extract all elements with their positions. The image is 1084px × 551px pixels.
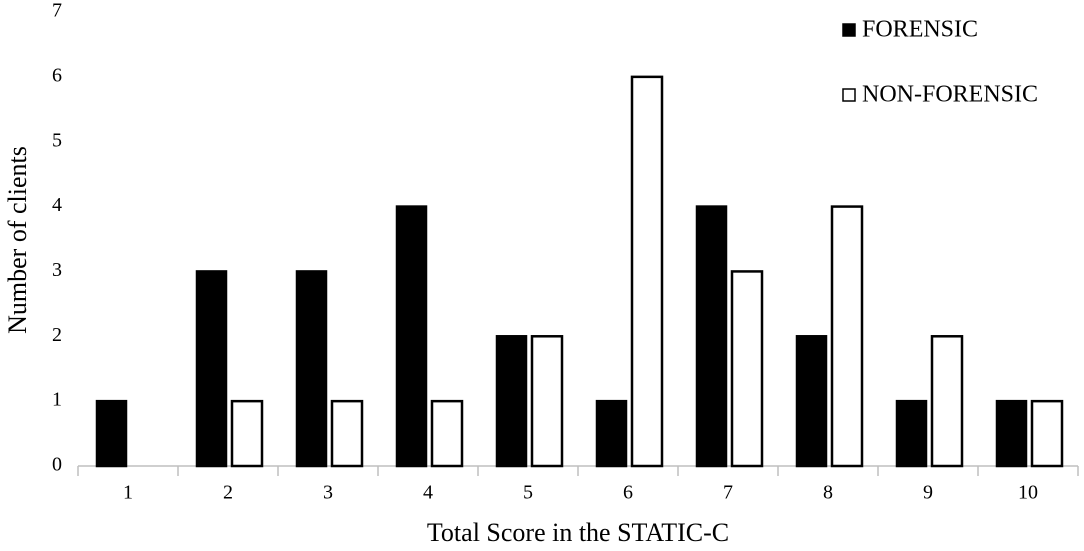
legend-label: NON-FORENSIC [862,82,1038,108]
bar [430,399,464,468]
x-tick-label: 5 [523,482,533,504]
x-tick-label: 3 [323,482,333,504]
x-tick-label: 7 [723,482,733,504]
legend-swatch [842,88,856,102]
bar [1030,399,1064,468]
bar [195,270,228,468]
y-tick-label: 2 [52,324,62,346]
bar [295,270,328,468]
x-tick-label: 2 [223,482,233,504]
bar [730,270,764,468]
bar [395,205,428,468]
y-tick-label: 5 [52,129,62,151]
bar [595,399,628,468]
y-tick-label: 0 [52,454,62,476]
bar [695,205,728,468]
y-tick-label: 7 [52,0,62,22]
y-axis-title: Number of clients [3,146,32,334]
bar [630,75,664,468]
x-tick-label: 1 [123,482,133,504]
bar [995,399,1028,468]
bar [930,335,964,468]
bar [330,399,364,468]
bar [895,399,928,468]
x-tick-label: 6 [623,482,633,504]
bar [530,335,564,468]
x-tick-label: 8 [823,482,833,504]
legend-swatch [842,23,856,37]
y-tick-label: 3 [52,259,62,281]
x-tick-label: 4 [423,482,433,504]
bar [495,335,528,468]
y-tick-label: 4 [52,194,62,216]
x-tick-label: 9 [923,482,933,504]
bar [830,205,864,468]
bar [230,399,264,468]
legend-label: FORENSIC [862,17,978,43]
x-tick-label: 10 [1018,482,1038,504]
bar [795,335,828,468]
y-tick-label: 6 [52,64,62,86]
y-tick-label: 1 [52,389,62,411]
x-axis-title: Total Score in the STATIC-C [427,518,729,547]
bar [95,399,128,468]
